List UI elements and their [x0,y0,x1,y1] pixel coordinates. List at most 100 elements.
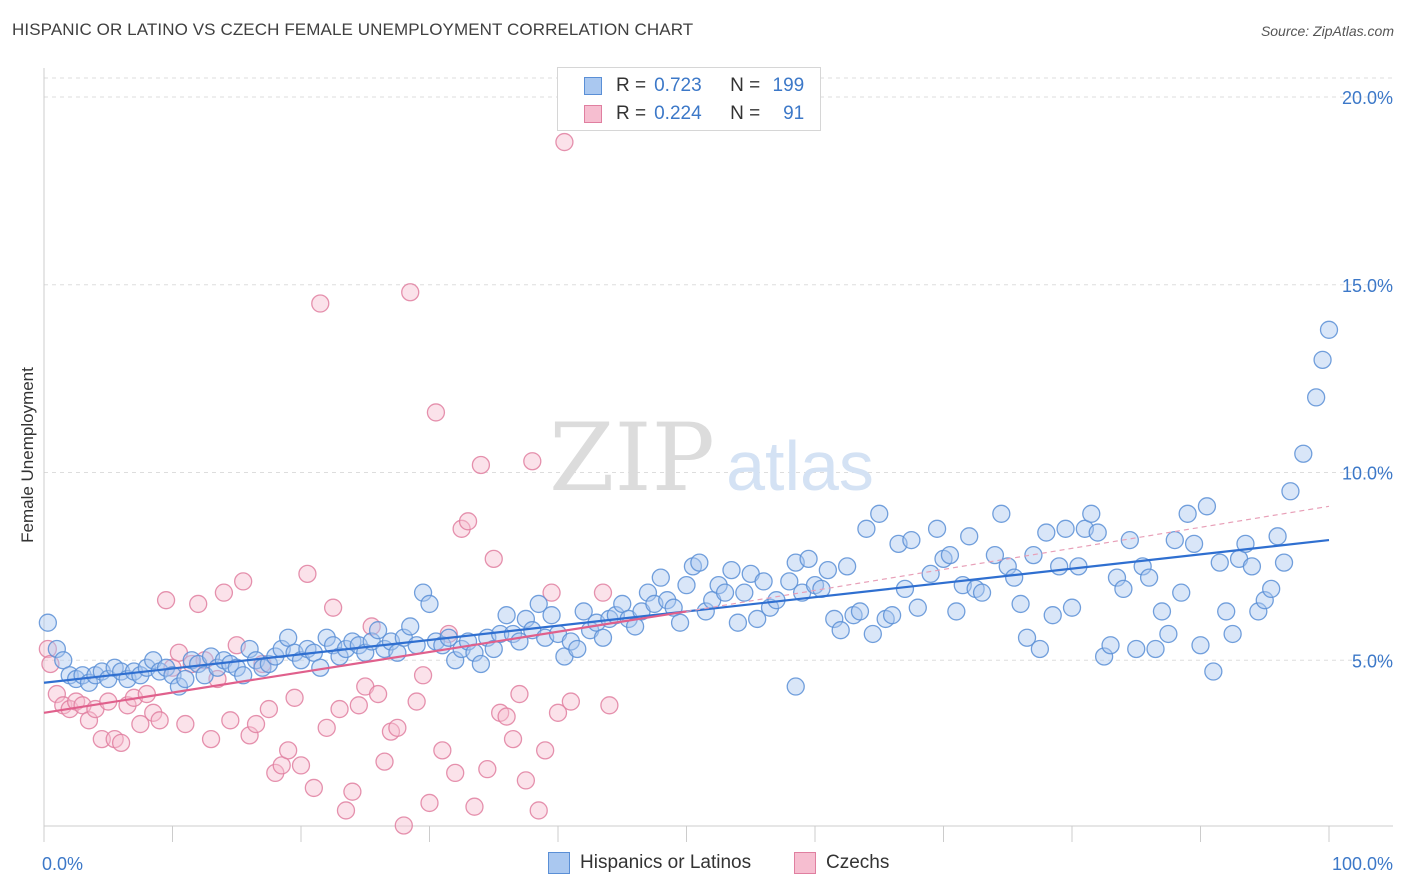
chart-title: HISPANIC OR LATINO VS CZECH FEMALE UNEMP… [12,20,694,39]
y-tick-label: 10.0% [1342,464,1393,484]
czech-point [446,763,465,783]
czech-point [246,714,266,734]
hispanic-point [651,568,670,587]
hispanic-point [1005,568,1024,587]
hispanic-point [754,572,773,591]
hispanic-point [940,545,960,565]
hispanic-point [1152,602,1172,621]
czech-point [413,666,433,685]
hispanic-point [1217,602,1236,621]
hispanic-point [780,572,799,591]
czech-point [240,726,259,745]
hispanic-point [176,669,195,689]
hispanic-point [234,666,253,685]
correlation-legend: R = 0.723 N = 199 R = 0.224 N = 91 [557,67,821,131]
hispanic-point [638,583,658,602]
hispanic-point [715,583,735,602]
czech-point [47,684,66,704]
hispanic-point [1101,636,1120,655]
hispanic-point [735,583,754,602]
hispanic-point [317,628,336,647]
y-axis-label: Female Unemployment [18,367,37,543]
hispanic-point [728,613,748,632]
czech-point [79,711,99,730]
czech-point [555,132,574,152]
hispanic-point [825,609,844,629]
r-label: R = [616,75,647,96]
hispanic-point [47,639,66,659]
hispanic-point [1127,639,1146,659]
czech-point [189,594,208,614]
czech-point [452,519,471,538]
hispanic-point [278,628,298,647]
trend-lines [43,505,1330,714]
source-note: Source: ZipAtlas.com [1260,23,1394,39]
r-value-hispanic: 0.723 [654,75,702,96]
hispanic-point [1082,504,1101,523]
hispanic-point [670,613,690,632]
hispanic-point [857,519,876,538]
n-label: N = [730,103,761,124]
czech-point [137,684,156,704]
hispanic-point [38,613,58,632]
hispanic-point [1094,647,1114,666]
hispanic-point [54,651,73,670]
n-label: N = [730,75,761,96]
czech-point [234,572,253,591]
czech-point [388,718,407,737]
czech-point [484,549,503,569]
r-label: R = [616,103,647,124]
czech-point [593,583,613,602]
legend-label-czech: Czechs [826,852,890,873]
watermark-zip: ZIP [549,404,715,513]
czech-point [420,793,439,813]
hispanic-point [1107,568,1127,587]
czech-point [343,782,362,801]
czech-point [368,684,388,704]
hispanic-point [748,609,767,629]
hispanic-point [1274,553,1294,572]
hispanic-point [613,594,632,614]
czech-point [311,294,330,313]
hispanic-point [1223,624,1242,644]
n-value-czech: 91 [783,103,805,124]
hispanic-point [568,639,587,659]
czech-point [542,583,561,602]
czech-point [150,711,169,730]
hispanic-point [677,576,696,595]
czech-point [298,564,317,584]
x-tick-marks [43,826,1330,842]
czech-point [291,756,311,775]
legend-label-hispanic: Hispanics or Latinos [580,852,752,873]
hispanic-point [1210,553,1229,572]
czech-point [176,714,195,734]
czech-point [401,283,420,302]
czech-point [317,718,336,737]
czech-point [336,801,356,820]
hispanic-point [529,594,548,614]
hispanic-point [992,504,1011,523]
bottom-legend-czech: Czechs [794,852,889,874]
hispanic-point [420,594,439,614]
czech-point [465,797,484,816]
x-tick-label-max: 100.0% [1332,854,1393,874]
hispanic-point [799,549,818,569]
czech-point [510,684,529,704]
hispanic-point [1011,594,1030,614]
czech-point [349,696,368,715]
czech-point [516,771,536,790]
hispanic-point [960,527,979,546]
hispanic-point [1313,350,1332,370]
czech-point [221,711,240,730]
hispanic-point [786,677,805,696]
hispanic-point [882,606,902,625]
r-value-czech: 0.224 [654,103,702,124]
hispanic-point [1184,534,1204,553]
czech-point [278,741,298,760]
hispanic-point [1262,579,1281,599]
czech-point [272,756,291,775]
czech-point [259,699,279,719]
hispanic-point [259,654,279,674]
czech-point [285,688,304,707]
